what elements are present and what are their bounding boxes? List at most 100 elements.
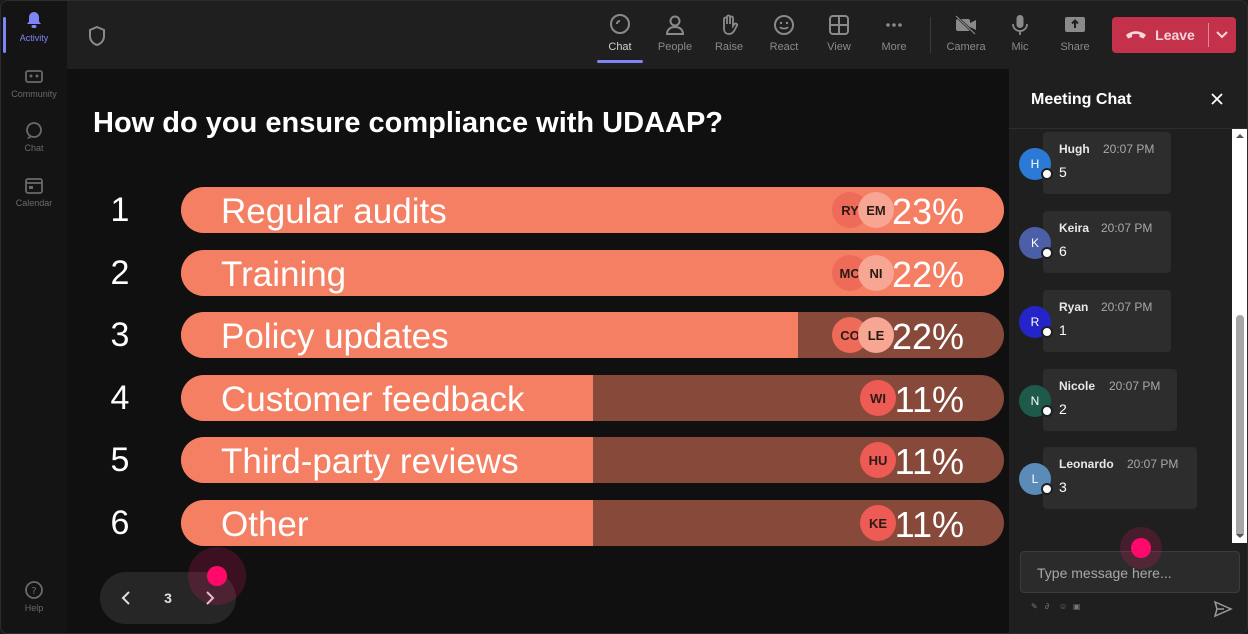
close-chat-button[interactable] [1207,89,1227,109]
avatar-initial: H [1030,157,1040,171]
phone-hangup-icon [1126,31,1147,39]
page-number: 3 [164,590,172,606]
sender-name: Nicole [1059,379,1096,393]
message-input[interactable]: Type message here... [1020,551,1240,593]
rail-label: Calendar [15,198,53,208]
option-bar-fill [181,312,799,358]
close-icon [1211,93,1223,105]
view-label: View [827,41,851,53]
chat-message: Hugh 20:07 PM 5 H [1009,132,1235,196]
share-button[interactable]: Share [1050,9,1100,63]
rail-item-community[interactable]: Community [1,67,67,121]
message-text: 2 [1059,401,1067,417]
chat-button[interactable]: Chat [595,9,645,63]
people-button[interactable]: People [650,9,700,63]
people-label: People [657,41,693,53]
message-time: 20:07 PM [1127,457,1179,471]
emoji-icon[interactable]: ☺ [1059,602,1068,611]
poll-option-row: 5 Third-party reviews HU 11% [67,437,1009,485]
option-percent: 11% [894,504,964,545]
option-number: 2 [110,254,130,292]
format-icon[interactable]: ✎ [1031,602,1038,611]
option-bar: Training MO NI 22% [181,250,1004,296]
sender-avatar: N [1019,385,1053,417]
rail-label: Chat [24,143,44,153]
option-bar: Policy updates CO LE 22% [181,312,1004,358]
more-button[interactable]: More [869,9,919,63]
leave-options-button[interactable] [1208,17,1236,53]
scroll-thumb[interactable] [1236,315,1244,537]
message-bubble: Hugh 20:07 PM 5 [1043,132,1171,194]
react-button[interactable]: React [759,9,809,63]
voter-avatar: EM [858,192,894,228]
option-label: Other [221,505,309,544]
option-percent: 22% [891,254,964,295]
presence-status-icon [1041,247,1053,259]
mic-icon [1012,15,1028,35]
camera-button[interactable]: Camera [941,9,991,63]
send-icon[interactable] [1213,599,1233,619]
message-text: 3 [1059,479,1067,495]
chat-message: Ryan 20:07 PM 1 R [1009,290,1235,354]
option-number: 4 [110,379,130,417]
voter-avatars: CO LE [832,317,894,353]
rail-item-calendar[interactable]: Calendar [1,176,67,230]
mic-button[interactable]: Mic [995,9,1045,63]
leave-button[interactable]: Leave [1112,17,1236,53]
sender-avatar: H [1019,148,1053,180]
attach-icon[interactable]: ∂ [1045,602,1049,611]
voter-avatar: HU [860,442,896,478]
previous-button[interactable] [114,586,138,610]
raise-hand-button[interactable]: Raise [704,9,754,63]
rail-item-chat[interactable]: Chat [1,121,67,175]
compose-toolbar: ✎ ∂ ☺ ▣ [1031,603,1081,615]
presence-status-icon [1041,326,1053,338]
option-percent: 22% [891,316,964,357]
option-bar: Customer feedback WI 11% [181,375,1004,421]
community-icon [25,70,43,83]
rail-item-help[interactable]: ? Help [1,579,67,633]
chat-header: Meeting Chat [1009,69,1247,129]
gif-icon[interactable]: ▣ [1073,602,1081,611]
sender-avatar: K [1019,227,1053,259]
rail-label: Help [24,603,44,613]
sender-name: Keira [1059,221,1090,235]
voter-avatars: KE [860,505,898,541]
leave-main[interactable]: Leave [1112,17,1208,53]
scroll-up-icon[interactable] [1235,131,1245,141]
chat-scrollbar[interactable] [1232,129,1247,543]
avatar-initial: K [1030,236,1039,250]
avatar-initial: N [1030,394,1040,408]
presence-status-icon [1041,168,1053,180]
meeting-toolbar: Chat People Raise React View More Camera [67,1,1247,69]
chat-label: Chat [608,41,632,53]
sender-avatar: L [1019,463,1053,495]
chat-message: Keira 20:07 PM 6 K [1009,211,1235,275]
left-rail: Activity Community Chat Calendar ? Help [1,1,67,633]
hand-icon [723,14,739,35]
rail-item-activity[interactable]: Activity [1,9,67,63]
next-button[interactable] [198,586,222,610]
sender-name: Ryan [1059,300,1089,314]
cursor-indicator [188,547,246,605]
view-button[interactable]: View [814,9,864,63]
message-text: 5 [1059,164,1067,180]
option-bar-fill [181,500,593,546]
more-label: More [881,41,907,53]
chat-message-list: Hugh 20:07 PM 5 H Keira 20:07 PM 6 K Ryan 20:07 P… [1009,129,1235,543]
sender-name: Leonardo [1059,457,1114,471]
option-number: 6 [110,504,130,542]
rail-label: Community [11,89,57,99]
meeting-chat-panel: Meeting Chat Hugh 20:07 PM 5 H Keira 20:07 PM… [1009,69,1247,633]
help-icon: ? [25,581,43,599]
scroll-down-icon[interactable] [1235,531,1245,541]
option-bar: Third-party reviews HU 11% [181,437,1004,483]
message-bubble: Leonardo 20:07 PM 3 [1043,447,1197,509]
cursor-indicator [1120,527,1162,569]
message-bubble: Nicole 20:07 PM 2 [1043,369,1177,431]
toolbar-divider [930,17,931,53]
option-number: 3 [110,316,130,354]
poll-option-row: 2 Training MO NI 22% [67,250,1009,298]
poll-option-row: 6 Other KE 11% [67,500,1009,548]
voter-avatars: MO NI [832,255,894,291]
